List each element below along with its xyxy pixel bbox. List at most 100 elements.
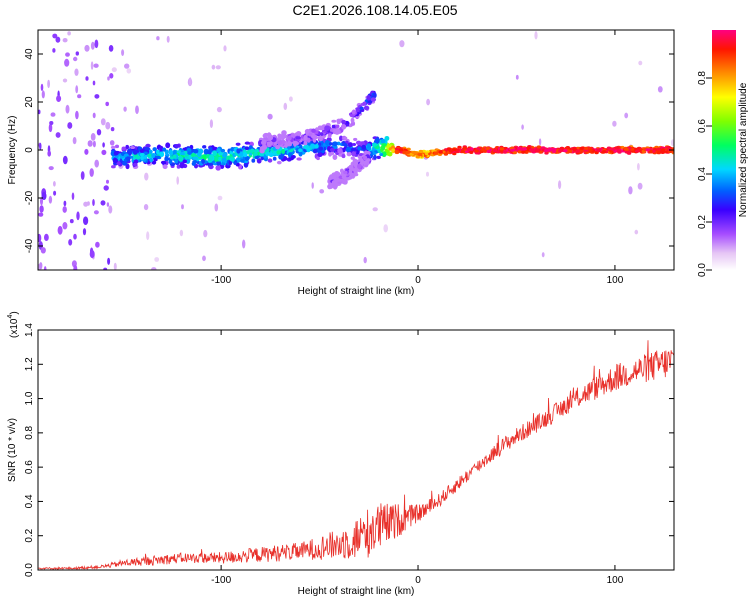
spectrogram-band-cell [575,149,580,153]
spectrogram-band-cell [433,151,439,155]
snr-multiplier-text: (x10 [9,318,20,338]
spectrogram-band-cell [111,165,116,169]
spectrogram-band-cell [343,170,348,175]
snr-ylabel: SNR (10 * v/v) [7,418,18,482]
spectrogram-band-cell [212,150,218,156]
spectrogram-band-cell [143,151,148,156]
spectrogram-band-cell [342,147,346,153]
spectrogram-speckle [399,40,405,48]
spectrogram-speckle [109,140,115,146]
spectrogram-band-cell [635,149,640,153]
spectrogram-band-cell [372,92,377,99]
spectrogram-speckle [283,102,288,110]
snr-xtick-label: 100 [607,575,624,586]
spectrogram-band-cell [133,159,139,164]
spectrogram-band-cell [336,141,341,146]
spectrogram-speckle [124,63,130,69]
spectrogram-band-cell [164,156,169,162]
spectrogram-ytick-label: -40 [24,238,35,253]
spectrogram-speckle [100,118,106,126]
spectrogram-band-cell [244,156,250,162]
spectrogram-speckle [637,163,640,171]
spectrogram-speckle [143,204,149,211]
spectrogram-band-cell [353,137,358,141]
spectrogram-speckle [151,267,157,270]
spectrogram-speckle [73,233,77,240]
spectrogram-speckle [55,132,61,138]
spectrogram-speckle [48,166,54,171]
spectrogram-speckle [670,139,674,147]
spectrogram-band-cell [660,150,665,154]
snr-ytick-label: 1.2 [24,357,35,371]
snr-ytick-label: 1.4 [24,323,35,337]
spectrogram-band-cell [341,175,347,180]
spectrogram-band-cell [371,151,377,156]
spectrogram-band-cell [355,140,362,145]
spectrogram-band-cell [311,128,316,133]
spectrogram-band-cell [363,155,368,161]
spectrogram-band-cell [624,147,629,151]
spectrogram-band-cell [319,132,324,136]
spectrogram-band-cell [341,142,347,147]
spectrogram-band-cell [350,122,355,126]
spectrogram-speckle [64,58,70,67]
spectrogram-band-cell [370,97,377,102]
spectrogram-band-cell [187,151,192,155]
spectrogram-band-cell [165,142,171,149]
spectrogram-band-cell [656,147,662,151]
spectrogram-speckle [83,216,89,225]
spectrogram-band-cell [336,118,342,123]
spectrogram-band-cell [376,155,381,160]
spectrogram-ylabel: Frequency (Hz) [7,116,18,185]
spectrogram-band-cell [310,134,317,139]
snr-series-line [38,340,674,570]
spectrogram-band-cell [251,158,256,163]
spectrogram-speckle [40,197,43,206]
spectrogram-band-cell [208,164,214,170]
spectrogram-band-cell [530,149,535,153]
spectrogram-speckle [94,159,99,168]
spectrogram-band-cell [214,155,219,161]
spectrogram-band-cell [474,149,479,153]
spectrogram-band-cell [457,145,462,149]
spectrogram-band-cell [276,150,282,155]
spectrogram-band-cell [331,124,336,129]
spectrogram-speckle [113,262,117,270]
spectrogram-band-cell [229,157,236,162]
spectrogram-band-cell [517,150,522,154]
spectrogram-band-cell [443,152,449,156]
spectrogram-band-cell [343,136,348,140]
spectrogram-speckle [92,80,96,86]
spectrogram-ytick-label: 40 [24,48,35,60]
spectrogram-band-cell [460,149,465,154]
spectrogram-band-cell [155,149,160,155]
spectrogram-band-cell [281,148,286,154]
spectrogram-speckle [57,225,63,235]
spectrogram-band-cell [366,143,372,149]
spectrogram-speckle [144,172,149,181]
spectrogram-speckle [242,239,246,249]
spectrogram-speckle [72,137,77,145]
spectrogram-speckle [108,205,113,214]
spectrogram-band-cell [162,147,167,152]
spectrogram-band-cell [332,154,338,160]
spectrogram-speckle [80,171,85,180]
snr-multiplier-close: ) [9,311,20,314]
snr-ytick-label: 0.0 [24,563,35,577]
spectrogram-band-cell [341,123,347,130]
spectrogram-band-cell [120,152,125,156]
spectrogram-band-cell [135,155,141,160]
spectrogram-speckle [216,106,222,113]
spectrogram-speckle [634,229,639,235]
snr-axes: -100 0 100 0.0 0.2 0.4 0.6 0.8 1.0 1.2 1.4 [24,323,674,586]
spectrogram-band-cell [328,142,333,146]
spectrogram-band-cell [290,154,296,159]
spectrogram-speckle [217,195,223,201]
spectrogram-band-cell [244,146,250,151]
spectrogram-speckle [87,140,93,147]
spectrogram-band-cell [317,135,323,141]
snr-ytick-label: 0.2 [24,528,35,542]
spectrogram-band-cell [584,146,589,150]
spectrogram-speckle [47,150,51,157]
